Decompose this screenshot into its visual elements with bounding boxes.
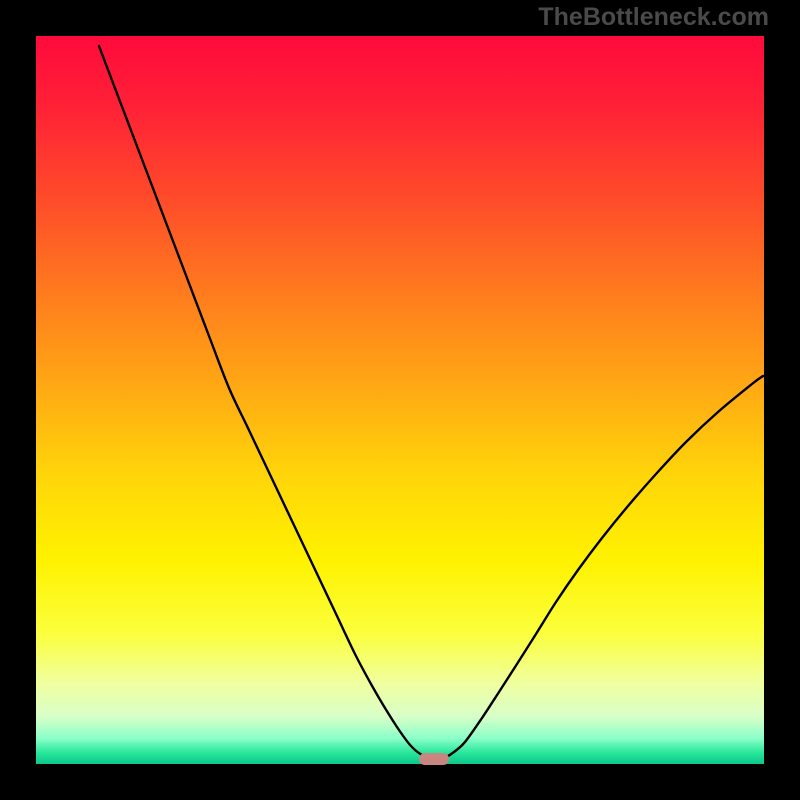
watermark-text: TheBottleneck.com bbox=[538, 3, 769, 32]
frame-border-bottom bbox=[0, 764, 800, 800]
bottleneck-curve bbox=[36, 36, 764, 764]
plot-area bbox=[36, 36, 764, 764]
chart-frame: TheBottleneck.com bbox=[0, 0, 800, 800]
frame-border-right bbox=[764, 0, 800, 800]
frame-border-left bbox=[0, 0, 36, 800]
optimal-point-marker bbox=[419, 753, 449, 765]
